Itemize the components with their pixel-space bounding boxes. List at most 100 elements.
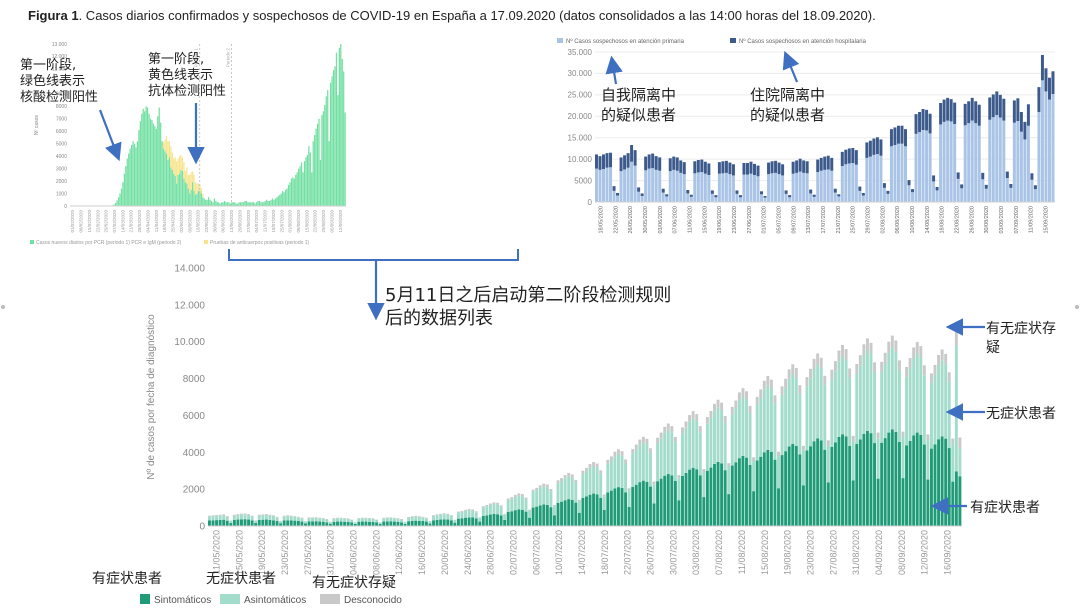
bar-pcr [210,201,213,206]
bar-desconocido [620,451,624,456]
bar-pcr [258,201,261,206]
bar-primary-care [921,130,925,202]
bar-pcr [197,191,200,206]
bar-primary-care [918,132,922,202]
bar-asintomaticos [325,519,329,523]
bar-sintomaticos [240,519,243,526]
bar-desconocido [720,402,724,411]
bar-pcr [178,173,181,206]
bar-primary-care [872,154,876,202]
bar-desconocido [208,515,211,517]
bar-asintomaticos [627,490,631,507]
bar-sintomaticos [389,521,393,526]
bar-asintomaticos [321,518,325,522]
bar-pcr [229,203,232,206]
bar-sintomaticos [520,509,524,526]
bar-sintomaticos [929,448,933,526]
bar-desconocido [570,474,574,478]
bar-hospital [932,175,936,182]
bar-desconocido [780,386,784,395]
bar-hospital [1009,184,1013,188]
bar-sintomaticos [375,522,379,526]
bar-desconocido [617,449,620,454]
bar-primary-care [770,173,774,202]
bar-hospital [904,129,907,147]
bar-asintomaticos [588,467,592,495]
bar-desconocido [236,514,240,515]
bar-desconocido [958,437,962,449]
bar-hospital [682,162,686,175]
bar-primary-care [1002,120,1006,202]
bar-pcr [340,44,342,206]
bar-desconocido [410,516,414,517]
bar-desconocido [513,494,517,497]
note-phase1-yellow: 第一阶段, 黄色线表示 抗体检测阳性 [148,52,226,100]
bar-hospital [995,91,999,115]
bar-asintomaticos [304,521,307,524]
x-tick-label: 22/08/2020 [955,206,961,234]
bar-pcr [235,203,237,206]
y-tick-label: 6000 [56,129,67,135]
bar-desconocido [865,338,869,351]
bar-pcr [334,66,336,207]
bar-desconocido [837,350,841,362]
bar-desconocido [624,459,628,464]
bar-desconocido [954,322,958,347]
bar-desconocido [851,435,855,442]
bar-desconocido [915,341,919,354]
bar-primary-care [672,169,676,202]
bar-hospital [738,195,742,198]
bar-pcr [319,159,322,206]
bar-asintomaticos [755,404,759,461]
bar-sintomaticos [691,467,695,526]
bar-asintomaticos [887,353,891,433]
bar-primary-care [717,173,721,202]
bar-sintomaticos [424,521,428,526]
bar-desconocido [268,514,272,516]
bar-asintomaticos [659,438,663,479]
bar-primary-care [689,196,693,202]
bar-primary-care [654,169,658,202]
bar-sintomaticos [528,517,532,526]
y-tick-label: 12.000 [52,54,68,60]
bar-desconocido [368,518,371,519]
bar-asintomaticos [787,378,791,447]
x-tick-label: 07/06/2020 [673,206,679,234]
bar-hospital [1026,104,1030,126]
bar-hospital [710,190,714,194]
legend-swatch-desconocido [320,594,340,604]
bar-pcr [309,152,311,206]
bar-desconocido [449,515,453,516]
bar-sintomaticos [282,520,286,526]
bar-pcr [174,176,176,206]
bar-pcr [266,199,268,206]
x-tick-label: 15/06/2020 [702,206,708,234]
bar-asintomaticos [727,467,731,495]
bar-asintomaticos [528,510,532,518]
bar-hospital [1016,98,1020,121]
bar-pcr [232,202,234,206]
x-tick-label: 17/07/2020 [821,206,827,234]
slide-edge-marker [1,305,5,309]
bar-desconocido [325,519,329,520]
bar-primary-care [932,181,936,202]
bar-asintomaticos [737,400,741,459]
bar-asintomaticos [439,514,443,520]
x-tick-label: 11/08/2020 [737,530,747,574]
bar-primary-care [998,117,1002,202]
bar-primary-care [675,170,679,202]
bar-desconocido [257,514,261,516]
bar-asintomaticos [250,516,254,521]
bar-desconocido [517,493,521,496]
bar-primary-care [763,197,767,202]
bar-sintomaticos [681,475,684,526]
bar-primary-care [731,175,735,202]
bar-desconocido [602,494,606,497]
x-tick-label: 20/06/2020 [440,530,450,575]
bar-sintomaticos [364,521,368,526]
bar-primary-care [840,166,844,202]
bar-pcr [257,201,259,206]
bar-sintomaticos [673,480,677,526]
bar-sintomaticos [851,480,855,526]
x-tick-label: 07/08/2020 [714,530,724,575]
